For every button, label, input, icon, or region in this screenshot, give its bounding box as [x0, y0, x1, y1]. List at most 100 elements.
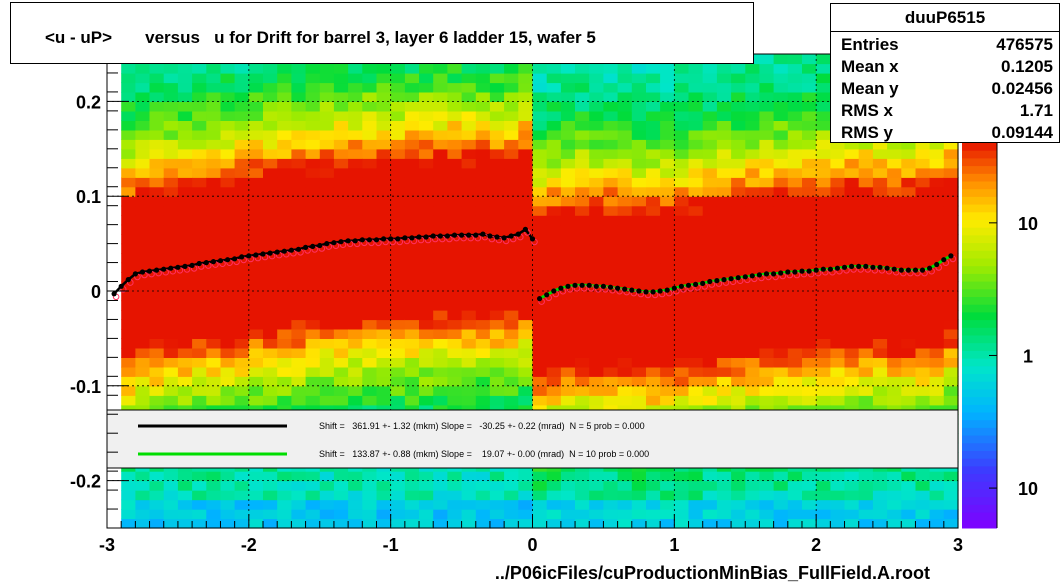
heatmap-cell [716, 310, 732, 321]
heatmap-cell [504, 480, 519, 491]
heatmap-cell [773, 366, 789, 377]
heatmap-cell [716, 490, 732, 501]
heatmap-cell [915, 490, 931, 501]
heatmap-cell [348, 471, 363, 482]
heatmap-cell [362, 167, 378, 178]
heatmap-cell [532, 385, 548, 396]
stats-value: 0.1205 [1001, 57, 1053, 76]
heatmap-cell [348, 205, 363, 216]
profile-point [196, 260, 202, 267]
heatmap-cell [759, 262, 775, 273]
heatmap-cell [560, 366, 576, 377]
heatmap-cell [631, 281, 647, 292]
heatmap-cell [206, 148, 222, 159]
heatmap-cell [475, 215, 491, 226]
heatmap-cell [475, 480, 491, 491]
heatmap-cell [773, 196, 789, 207]
heatmap-cell [447, 129, 463, 140]
heatmap-cell [177, 91, 193, 102]
heatmap-cell [716, 205, 732, 216]
heatmap-cell [816, 234, 831, 245]
heatmap-cell [546, 63, 562, 74]
heatmap-cell [319, 215, 335, 226]
profile-point [437, 233, 443, 239]
heatmap-cell [787, 253, 803, 264]
heatmap-cell [263, 243, 278, 254]
heatmap-cell [291, 328, 307, 339]
heatmap-cell [773, 291, 789, 302]
heatmap-cell [560, 73, 576, 84]
heatmap-cell [617, 395, 633, 406]
heatmap-cell [560, 262, 576, 273]
heatmap-cell [135, 196, 151, 207]
heatmap-cell [149, 376, 165, 387]
heatmap-cell [858, 471, 874, 482]
heatmap-cell [901, 158, 917, 169]
profile-point [671, 285, 677, 291]
heatmap-cell [419, 177, 434, 188]
heatmap-cell [489, 158, 505, 169]
heatmap-cell [589, 490, 604, 501]
heatmap-cell [461, 215, 477, 226]
heatmap-cell [943, 234, 959, 245]
heatmap-cell [887, 177, 902, 188]
heatmap-cell [688, 91, 704, 102]
heatmap-cell [943, 319, 959, 330]
heatmap-cell [149, 139, 165, 150]
heatmap-cell [333, 319, 349, 330]
heatmap-cell [702, 167, 718, 178]
heatmap-cell [362, 120, 378, 131]
heatmap-cell [263, 205, 278, 216]
heatmap-cell [376, 490, 392, 501]
x-tick-label: -3 [99, 535, 115, 555]
profile-point [707, 278, 713, 285]
heatmap-cell [489, 300, 505, 311]
heatmap-cell [390, 509, 406, 520]
heatmap-cell [248, 73, 264, 84]
heatmap-cell [319, 376, 335, 387]
heatmap-cell [674, 224, 690, 235]
heatmap-cell [518, 262, 534, 273]
heatmap-cell [305, 291, 321, 302]
palette-band [962, 181, 997, 190]
heatmap-cell [305, 509, 321, 520]
heatmap-cell [220, 319, 236, 330]
heatmap-cell [163, 177, 179, 188]
profile-point [303, 244, 309, 250]
heatmap-cell [688, 129, 704, 140]
heatmap-cell [206, 167, 222, 178]
heatmap-cell [617, 480, 633, 491]
heatmap-cell [362, 158, 378, 169]
heatmap-cell [404, 215, 420, 226]
heatmap-cell [163, 300, 179, 311]
heatmap-cell [305, 120, 321, 131]
heatmap-cell [263, 262, 278, 273]
heatmap-cell [546, 357, 562, 368]
heatmap-cell [305, 82, 321, 93]
heatmap-cell [887, 385, 902, 396]
heatmap-cell [617, 338, 633, 349]
heatmap-cell [872, 253, 888, 264]
fit-legend-box [106, 409, 959, 469]
heatmap-cell [305, 310, 321, 321]
heatmap-cell [461, 376, 477, 387]
heatmap-cell [390, 167, 406, 178]
heatmap-cell [575, 186, 590, 197]
heatmap-cell [773, 139, 789, 150]
heatmap-cell [759, 73, 775, 84]
heatmap-cell [489, 262, 505, 273]
heatmap-cell [376, 291, 392, 302]
heatmap-cell [291, 253, 307, 264]
heatmap-cell [716, 177, 732, 188]
heatmap-cell [192, 253, 207, 264]
heatmap-cell [617, 82, 633, 93]
heatmap-cell [263, 499, 278, 510]
heatmap-cell [362, 186, 378, 197]
heatmap-cell [745, 215, 761, 226]
heatmap-cell [646, 253, 661, 264]
heatmap-cell [745, 471, 761, 482]
heatmap-cell [603, 215, 619, 226]
heatmap-cell [872, 272, 888, 283]
heatmap-cell [433, 518, 448, 529]
heatmap-cell [319, 357, 335, 368]
